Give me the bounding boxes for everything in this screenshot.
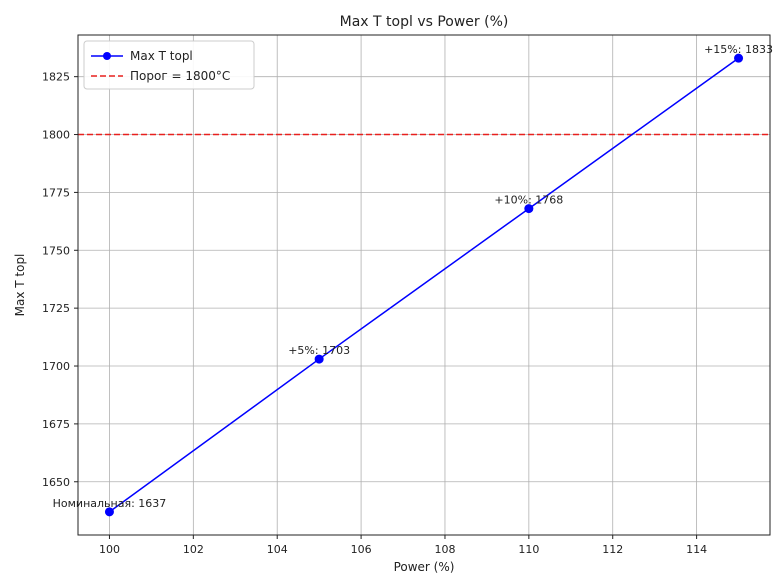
y-tick-label: 1825 <box>42 71 70 84</box>
plot-frame <box>77 34 771 536</box>
legend-label-series: Max T topl <box>130 49 193 63</box>
series-line <box>109 57 739 513</box>
x-tick-label: 102 <box>183 543 204 556</box>
y-tick-label: 1700 <box>42 360 70 373</box>
data-point-label: +15%: 1833 <box>704 43 773 56</box>
legend-box <box>83 40 255 90</box>
data-point <box>314 354 324 364</box>
series: Номинальная: 1637 +5%: 1703 +10%: 1768 +15%… <box>53 43 773 517</box>
legend: Max T topl Порог = 1800°C <box>83 40 255 90</box>
y-tick-label: 1675 <box>42 418 70 431</box>
y-axis-title: Max T topl <box>13 254 27 317</box>
data-point-label: +10%: 1768 <box>494 194 563 207</box>
y-tick-label: 1775 <box>42 186 70 199</box>
y-tick-label: 1725 <box>42 302 70 315</box>
data-point <box>734 53 744 63</box>
chart-title: Max T topl vs Power (%) <box>340 14 509 30</box>
x-tick-label: 100 <box>99 543 120 556</box>
x-tick-label: 114 <box>686 543 707 556</box>
x-axis-title: Power (%) <box>394 560 455 574</box>
x-tick-label: 108 <box>434 543 455 556</box>
y-tick-label: 1650 <box>42 476 70 489</box>
data-point <box>104 507 114 517</box>
legend-marker-series <box>103 52 111 60</box>
data-point-label: Номинальная: 1637 <box>53 497 167 510</box>
y-tick-label: 1800 <box>42 129 70 142</box>
data-point-label: +5%: 1703 <box>288 344 350 357</box>
data-point <box>524 204 534 214</box>
x-tick-label: 110 <box>518 543 539 556</box>
x-tick-label: 112 <box>602 543 623 556</box>
x-tick-label: 104 <box>267 543 288 556</box>
axis-ticks: 100 102 104 106 108 110 112 114 1650 1675 1700 1725… <box>42 71 707 556</box>
x-tick-label: 106 <box>351 543 372 556</box>
y-tick-label: 1750 <box>42 244 70 257</box>
legend-label-threshold: Порог = 1800°C <box>130 69 230 83</box>
